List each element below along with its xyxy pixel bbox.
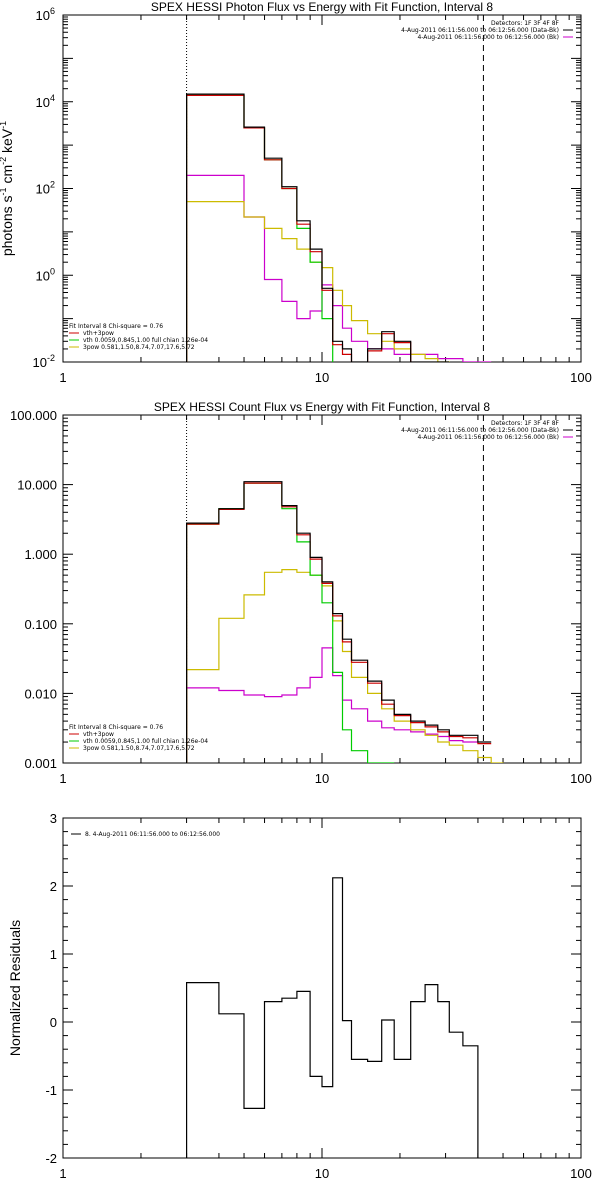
chart-title: SPEX HESSI Count Flux vs Energy with Fit… [154, 400, 490, 414]
series-line [186, 481, 492, 763]
x-tick-label: 100 [570, 1166, 592, 1181]
legend-left-text: vth+3pow [83, 731, 114, 738]
y-tick-label: 0.100 [24, 617, 57, 632]
y-axis-label: Normalized Residuals [7, 920, 23, 1056]
y-axis-label: photons s-1 cm-2 keV-1 [0, 121, 15, 256]
series-line [186, 482, 492, 763]
series-line [186, 94, 412, 362]
y-tick-label: 0.010 [24, 686, 57, 701]
series-group [186, 877, 479, 1158]
y-tick-label: 106 [36, 6, 55, 23]
y-tick-label: -1 [45, 1083, 57, 1098]
legend-left-text: vth 0.0059,0.845,1.00 full chian 1.26e-0… [83, 337, 208, 344]
legend-right-text: 4-Aug-2011 06:11:56.000 to 06:12:56.000 … [417, 34, 559, 41]
legend-left-text: Fit Interval 8 Chi-square = 0.76 [69, 724, 163, 731]
legend-right-text: 4-Aug-2011 06:11:56.000 to 06:12:56.000 … [401, 427, 559, 434]
legend-right-text: 4-Aug-2011 06:11:56.000 to 06:12:56.000 … [401, 27, 559, 34]
series-line [186, 174, 492, 362]
y-tick-label: 1.000 [24, 547, 57, 562]
x-tick-label: 100 [570, 370, 592, 385]
plot-frame [62, 817, 582, 1159]
y-tick-label: 0.001 [24, 756, 57, 771]
chart-panel-2: SPEX HESSI Count Flux vs Energy with Fit… [10, 400, 592, 786]
y-tick-label: 2 [50, 879, 57, 894]
y-tick-label: -2 [45, 1151, 57, 1166]
y-tick-label: 3 [50, 811, 57, 826]
x-tick-label: 10 [315, 1166, 329, 1181]
y-tick-label: 0 [50, 1015, 57, 1030]
chart-title: SPEX HESSI Photon Flux vs Energy with Fi… [151, 0, 493, 14]
legend-left-text: 8. 4-Aug-2011 06:11:56.000 to 06:12:56.0… [85, 831, 220, 838]
y-tick-label: 102 [36, 180, 55, 197]
x-tick-label: 10 [315, 370, 329, 385]
y-tick-label: 10.000 [17, 478, 57, 493]
y-tick-label: 100 [36, 266, 55, 283]
legend-right-text: Detectors: 1F 3F 4F 8F [491, 20, 560, 27]
series-line [186, 569, 504, 763]
y-tick-label: 100.000 [10, 408, 57, 423]
chart-panel-3: 1 10 100 -2 -1 0 1 2 3 Normalized Residuals 8. 4-A… [7, 811, 592, 1181]
legend-right-text: Detectors: 1F 3F 4F 8F [491, 420, 560, 427]
series-line [186, 201, 450, 362]
x-tick-label: 1 [59, 1166, 66, 1181]
series-line [186, 94, 334, 362]
y-tick-label: 1 [50, 947, 57, 962]
legend-right-text: 4-Aug-2011 06:11:56.000 to 06:12:56.000 … [417, 434, 559, 441]
legend-left-text: Fit Interval 8 Chi-square = 0.76 [69, 323, 163, 330]
legend-left-text: 3pow 0.581,1.50,8.74,7.07,17.6,5.72 [83, 745, 195, 752]
x-tick-label: 100 [570, 771, 592, 786]
series-line [186, 482, 395, 763]
x-tick-label: 1 [59, 771, 66, 786]
chart-panel-1: SPEX HESSI Photon Flux vs Energy with Fi… [0, 0, 592, 385]
y-tick-label: 10-2 [33, 353, 55, 370]
x-tick-label: 1 [59, 370, 66, 385]
series-group [186, 93, 492, 362]
y-tick-label: 104 [36, 93, 55, 110]
series-line [186, 877, 479, 1158]
series-group [186, 481, 504, 763]
series-line [186, 93, 450, 362]
legend-left-text: vth 0.0059,0.845,1.00 full chian 1.26e-0… [83, 738, 208, 745]
x-tick-label: 10 [315, 771, 329, 786]
legend-left-text: 3pow 0.581,1.50,8.74,7.07,17.6,5.72 [83, 344, 195, 351]
legend-left-text: vth+3pow [83, 330, 114, 337]
